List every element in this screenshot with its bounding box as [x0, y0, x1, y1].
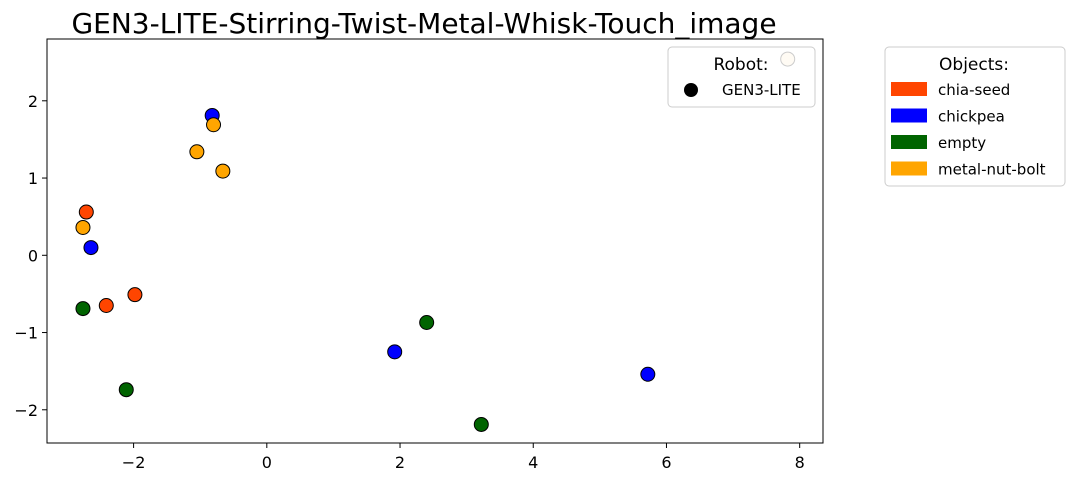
data-point-metal-nut-bolt: [189, 144, 205, 160]
y-tick-label: 0: [28, 246, 38, 265]
objects-legend: Objects: chia-seed chickpea empty metal-nut…: [884, 46, 1066, 187]
data-point-chickpea: [83, 240, 99, 256]
x-axis: −2 0 2 4 6 8: [122, 443, 805, 472]
x-tick-label: 8: [795, 453, 805, 472]
data-point-empty: [419, 314, 435, 330]
objects-legend-swatch: [891, 161, 927, 176]
chart-title: GEN3-LITE-Stirring-Twist-Metal-Whisk-Tou…: [71, 7, 776, 40]
data-point-empty: [118, 382, 134, 398]
y-tick-label: 2: [28, 92, 38, 111]
y-tick-label: −2: [14, 401, 38, 420]
data-point-chia-seed: [78, 204, 94, 220]
objects-legend-label: empty: [938, 134, 986, 152]
data-point-empty: [473, 416, 489, 432]
data-point-metal-nut-bolt: [75, 219, 91, 235]
objects-legend-title: Objects:: [939, 55, 1009, 75]
data-point-chia-seed: [127, 287, 143, 303]
objects-legend-label: chia-seed: [938, 81, 1010, 99]
x-tick-label: −2: [122, 453, 146, 472]
objects-legend-swatch: [891, 108, 927, 123]
robot-legend-label: GEN3-LITE: [722, 81, 801, 99]
plot-area-frame: [46, 38, 824, 444]
objects-legend-swatch: [891, 82, 927, 96]
objects-legend-box: [884, 46, 1066, 187]
robot-legend-title: Robot:: [713, 55, 768, 75]
data-point-chickpea: [640, 366, 656, 382]
objects-legend-label: metal-nut-bolt: [938, 161, 1046, 179]
x-tick-label: 4: [528, 453, 538, 472]
x-tick-label: 6: [661, 453, 671, 472]
data-point-metal-nut-bolt: [206, 117, 222, 133]
data-point-chickpea: [387, 344, 403, 360]
data-point-empty: [75, 301, 91, 317]
data-points: [75, 51, 796, 432]
robot-legend-marker-icon: [684, 83, 698, 97]
x-tick-label: 2: [395, 453, 405, 472]
data-point-metal-nut-bolt: [215, 163, 231, 179]
y-tick-label: 1: [28, 169, 38, 188]
robot-legend: Robot: GEN3-LITE: [667, 46, 816, 108]
y-axis: −2 −1 0 1 2: [14, 92, 47, 420]
objects-legend-label: chickpea: [938, 108, 1005, 126]
data-point-chia-seed: [98, 298, 114, 314]
x-tick-label: 0: [262, 453, 272, 472]
objects-legend-swatch: [891, 135, 927, 149]
robot-legend-box: [667, 46, 816, 108]
y-tick-label: −1: [14, 324, 38, 343]
